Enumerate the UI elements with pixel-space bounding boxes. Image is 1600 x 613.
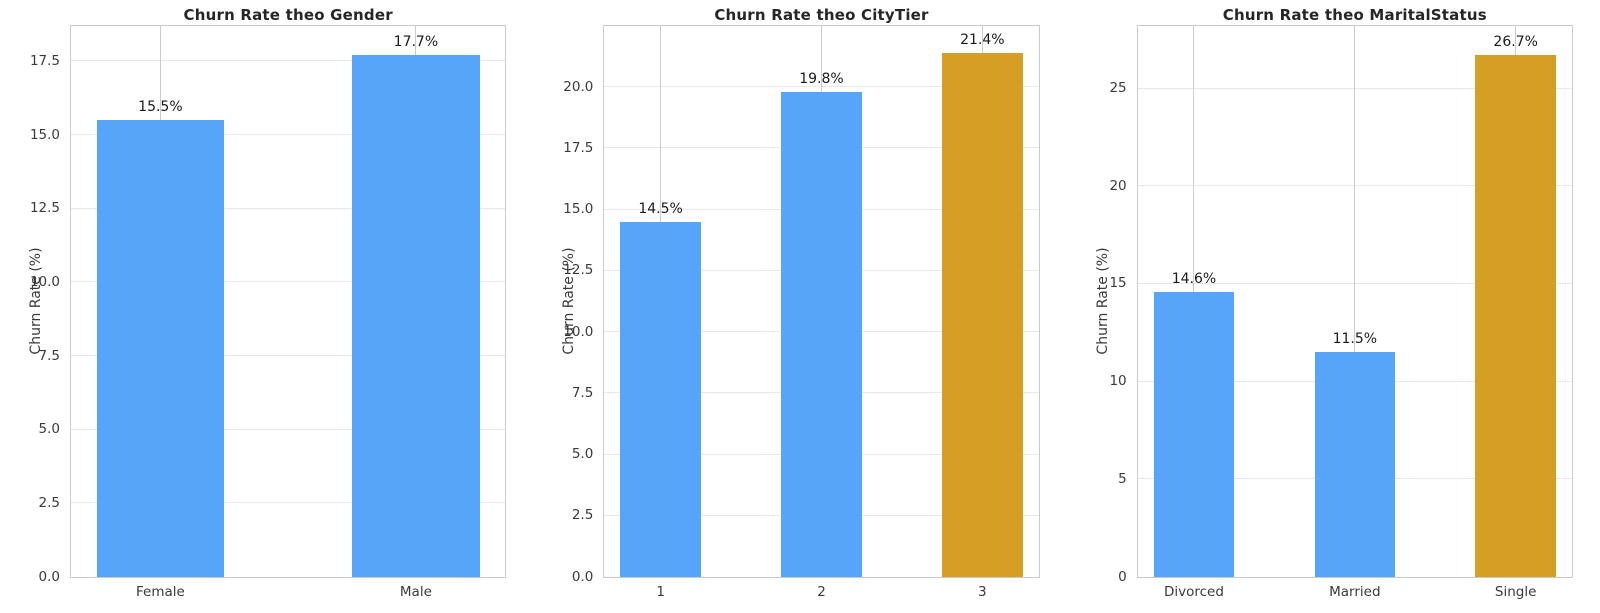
y-tick-label: 5 (1118, 470, 1127, 487)
bar (942, 52, 1023, 577)
y-tick-label: 7.5 (571, 384, 594, 401)
horizontal-gridline (71, 502, 506, 504)
x-tick-label: 3 (978, 584, 987, 600)
y-axis-label: Churn Rate (%) (28, 247, 44, 355)
horizontal-gridline (71, 355, 506, 357)
y-tick-label: 10.0 (563, 323, 594, 340)
horizontal-gridline (71, 134, 506, 136)
y-tick-label: 12.5 (29, 199, 60, 216)
y-tick-label: 17.5 (563, 139, 594, 156)
y-tick-label: 12.5 (563, 262, 594, 279)
chart-title: Churn Rate theo MaritalStatus (1222, 6, 1487, 24)
chart-panel-gender: Churn Rate theo Gender Churn Rate (%) 0.… (0, 0, 533, 613)
bar (620, 221, 701, 577)
x-tick-label: Divorced (1163, 584, 1224, 600)
y-tick-label: 10 (1109, 372, 1127, 389)
bar-value-label: 15.5% (138, 99, 183, 116)
x-tick-label: 2 (817, 584, 826, 600)
bar (1153, 291, 1235, 577)
y-tick-label: 15.0 (563, 200, 594, 217)
horizontal-gridline (71, 60, 506, 62)
y-tick-label: 2.5 (38, 494, 60, 511)
bar-value-label: 14.6% (1171, 270, 1217, 287)
y-tick-label: 25 (1109, 79, 1127, 96)
y-tick-label: 10.0 (29, 273, 60, 290)
horizontal-gridline (71, 428, 506, 430)
y-tick-label: 0 (1118, 568, 1127, 585)
bar (1475, 55, 1556, 577)
x-tick-label: 1 (656, 584, 665, 600)
bar-value-label: 14.5% (638, 200, 683, 217)
chart-title: Churn Rate theo Gender (183, 6, 393, 24)
x-tick-label: Married (1329, 584, 1381, 600)
bar-value-label: 11.5% (1332, 331, 1378, 348)
y-axis-label: Churn Rate (%) (1094, 247, 1111, 355)
plot-area: 0 5 10 15 20 25 14.6% Divorced 11.5% Married 26.7%… (1109, 25, 1573, 599)
bar (352, 55, 480, 577)
chart-title: Churn Rate theo CityTier (714, 6, 929, 24)
y-tick-label: 20.0 (563, 78, 594, 95)
x-tick-label: Male (399, 584, 432, 600)
x-tick-label: Female (136, 584, 185, 600)
chart-panel-maritalstatus: Churn Rate theo MaritalStatus Churn Rate… (1067, 0, 1600, 613)
bar-value-label: 17.7% (393, 34, 439, 51)
y-tick-label: 20 (1109, 177, 1127, 194)
bar-value-label: 26.7% (1493, 34, 1538, 51)
y-tick-label: 5.0 (38, 420, 60, 437)
y-tick-label: 2.5 (571, 507, 594, 524)
bar (96, 120, 225, 577)
y-tick-label: 0.0 (38, 568, 60, 585)
vertical-gridline (1354, 26, 1356, 577)
horizontal-gridline (71, 281, 506, 283)
y-tick-label: 17.5 (29, 52, 60, 69)
horizontal-gridline (71, 207, 506, 209)
y-tick-label: 15.0 (29, 126, 60, 143)
bar (781, 92, 862, 577)
bar-value-label: 19.8% (799, 71, 844, 88)
chart-panel-citytier: Churn Rate theo CityTier Churn Rate (%) … (533, 0, 1066, 613)
x-tick-label: Single (1494, 584, 1537, 600)
y-tick-label: 7.5 (38, 347, 60, 364)
plot-area: 0.0 2.5 5.0 7.5 10.0 12.5 15.0 17.5 15.5% Female 1… (30, 25, 507, 599)
bar (1314, 352, 1396, 577)
y-tick-label: 15 (1109, 275, 1127, 292)
bar-value-label: 21.4% (960, 31, 1005, 48)
y-tick-label: 0.0 (571, 568, 594, 585)
plot-area: 0.0 2.5 5.0 7.5 10.0 12.5 15.0 17.5 20.0 14.5% 1 19… (563, 25, 1040, 599)
y-tick-label: 5.0 (571, 445, 594, 462)
